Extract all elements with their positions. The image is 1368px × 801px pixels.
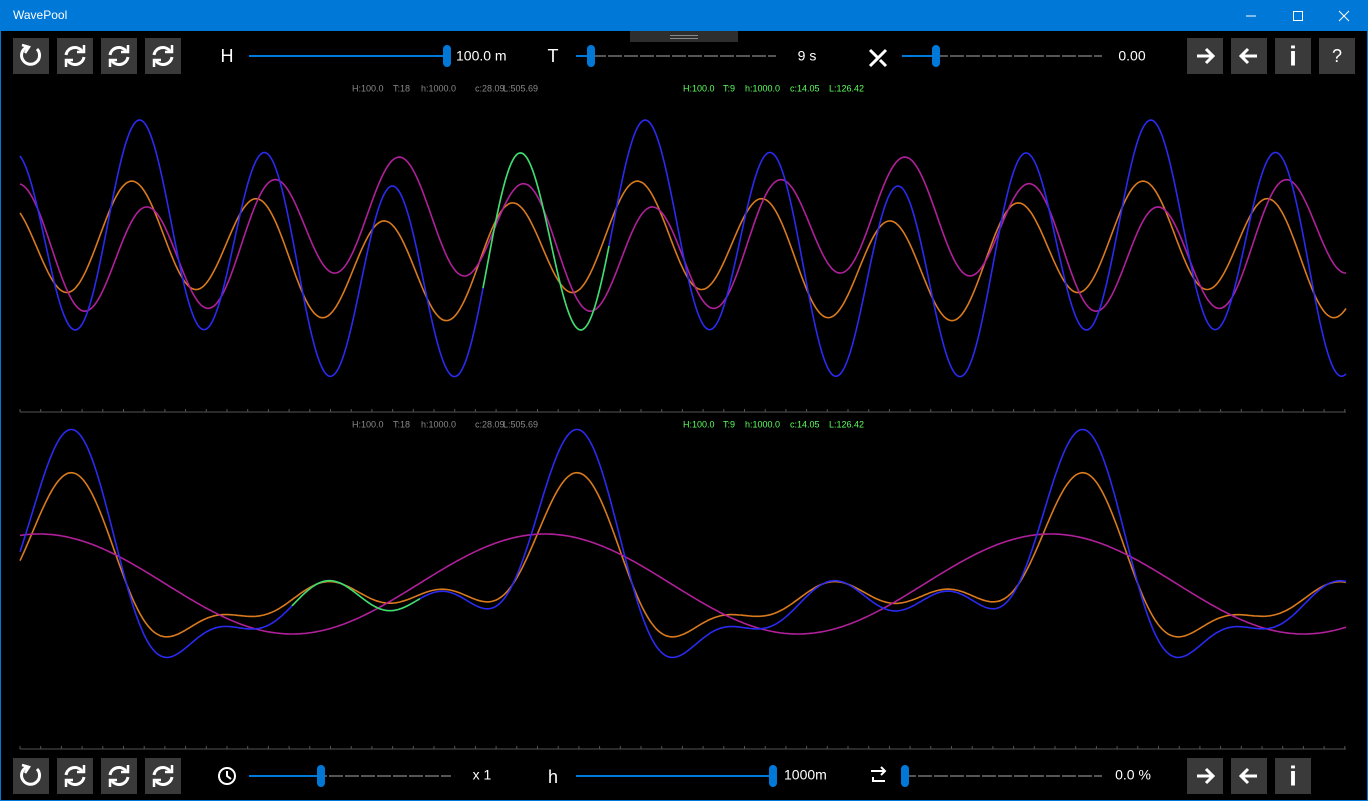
reset-icon (20, 765, 42, 786)
info-green: H:100.0 (683, 83, 715, 93)
sync-icon (64, 46, 86, 66)
refresh-button[interactable] (101, 38, 137, 74)
height-label: H (221, 46, 234, 66)
sync-icon (108, 46, 130, 66)
info-gray: H:100.0 (352, 83, 384, 93)
info-gray: h:1000.0 (421, 83, 456, 93)
sync-icon (152, 766, 174, 786)
sync-arrows (152, 45, 174, 67)
wave-highlight (482, 152, 610, 331)
period-label: T (548, 46, 559, 66)
slider-thumb[interactable] (932, 45, 940, 67)
reflection-value: 0.0 % (1115, 767, 1151, 783)
refresh-button[interactable] (145, 38, 181, 74)
axis-ticks (19, 746, 1346, 749)
reset-arrow (21, 43, 31, 54)
back-icon (1238, 767, 1257, 785)
info-green: L:126.42 (829, 419, 864, 429)
angle-icon (868, 48, 888, 68)
info-green: T:9 (723, 83, 735, 93)
forward-icon (1197, 767, 1216, 785)
info-gray: H:100.0 (352, 419, 384, 429)
refresh-button[interactable] (57, 38, 93, 74)
info-button[interactable] (1275, 758, 1311, 794)
info-gray: T:18 (393, 419, 410, 429)
help-button[interactable] (1319, 38, 1355, 74)
depth-value: 1000m (784, 767, 827, 783)
refresh-button[interactable] (57, 758, 93, 794)
refresh-button[interactable] (145, 758, 181, 794)
refresh-button[interactable] (13, 758, 49, 794)
refresh-button[interactable] (13, 38, 49, 74)
info-gray: h:1000.0 (421, 419, 456, 429)
sync-icon (64, 766, 86, 786)
info-green: h:1000.0 (745, 83, 780, 93)
clock-icon (218, 767, 236, 785)
sync-arrows (152, 765, 174, 787)
panel-handle[interactable] (630, 31, 738, 42)
wave-blue (19, 428, 1347, 659)
period-value: 9 s (798, 48, 817, 64)
handle-grip (670, 35, 698, 39)
forward-icon (1197, 47, 1216, 65)
height-value: 100.0 m (456, 48, 507, 64)
info-gray: c:28.09 (475, 419, 505, 429)
wave-highlight (291, 579, 421, 612)
close[interactable] (1338, 10, 1350, 22)
help-button-label: ? (1332, 46, 1342, 66)
title-bar (0, 0, 1368, 31)
info-green: H:100.0 (683, 419, 715, 429)
angle-value: 0.00 (1118, 48, 1145, 64)
sync-icon (152, 46, 174, 66)
info-green: L:126.42 (829, 83, 864, 93)
window-title: WavePool (13, 8, 67, 22)
info-gray: L:505.69 (503, 419, 538, 429)
wave-magenta (19, 533, 1347, 635)
wave-orange (19, 471, 1347, 638)
wave-blue (19, 119, 1347, 378)
info-button-label: i (1289, 40, 1297, 71)
reset-icon (20, 45, 42, 66)
sync-arrows (108, 765, 130, 787)
clock-hands (226, 771, 232, 780)
slider-thumb[interactable] (587, 45, 595, 67)
slider-thumb[interactable] (317, 765, 325, 787)
info-green: c:14.05 (790, 83, 820, 93)
slider-thumb[interactable] (901, 765, 909, 787)
info-button[interactable] (1275, 38, 1311, 74)
info-gray: T:18 (393, 83, 410, 93)
speed-value: x 1 (473, 767, 492, 783)
back-icon (1238, 47, 1257, 65)
depth-label: h (548, 767, 558, 787)
sync-arrows (108, 45, 130, 67)
info-gray: L:505.69 (503, 83, 538, 93)
axis-ticks (19, 409, 1346, 412)
info-green: h:1000.0 (745, 419, 780, 429)
reflection-icon (871, 766, 887, 782)
slider-thumb[interactable] (443, 45, 451, 67)
info-gray: c:28.09 (475, 83, 505, 93)
sync-arrows (64, 45, 86, 67)
refresh-button[interactable] (101, 758, 137, 794)
maximize[interactable] (1293, 11, 1303, 21)
reset-arrow (21, 763, 31, 774)
sync-arrows (64, 765, 86, 787)
info-green: T:9 (723, 419, 735, 429)
sync-icon (108, 766, 130, 786)
info-green: c:14.05 (790, 419, 820, 429)
info-button-label: i (1289, 760, 1297, 791)
slider-thumb[interactable] (769, 765, 777, 787)
